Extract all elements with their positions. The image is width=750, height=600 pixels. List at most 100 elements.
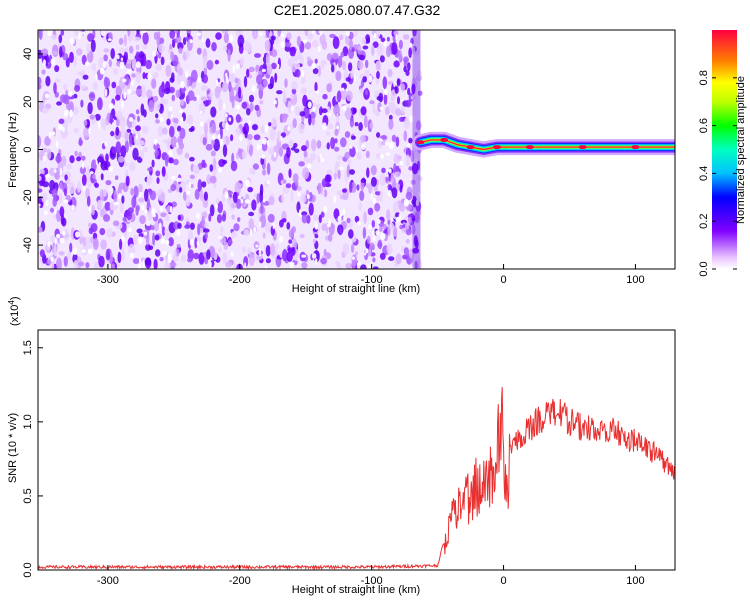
noise-blob [115,85,123,97]
noise-gap [319,153,322,159]
noise-blob [223,241,229,250]
noise-blob [298,122,305,134]
noise-blob [124,47,129,53]
noise-gap [169,206,173,214]
noise-blob [255,64,260,73]
noise-blob [374,90,379,99]
noise-blob [81,174,87,186]
noise-blob [155,119,160,124]
y-tick-label: 0.0 [22,562,34,577]
noise-gap [277,63,280,69]
noise-blob [379,252,386,260]
noise-blob [408,137,413,144]
noise-blob [50,34,58,40]
noise-blob [270,35,276,41]
noise-blob [63,228,70,241]
noise-blob [327,106,331,112]
noise-blob [394,171,401,177]
noise-blob [158,43,165,54]
noise-blob [222,159,228,165]
noise-blob [142,32,149,45]
noise-blob [300,195,307,203]
noise-blob [200,96,207,102]
noise-gap [291,106,294,112]
noise-blob [259,100,264,105]
noise-blob [242,246,246,253]
noise-gap [349,145,353,149]
noise-blob [108,32,113,39]
noise-blob [63,256,68,267]
noise-blob [194,188,200,200]
noise-blob [360,134,366,143]
noise-blob [398,39,403,50]
noise-blob [282,179,287,184]
noise-blob [126,128,132,133]
noise-blob [131,196,137,209]
noise-blob [189,222,195,230]
noise-blob [316,103,321,109]
noise-blob [360,106,367,116]
noise-blob [192,164,199,174]
noise-blob [196,47,202,55]
noise-blob [137,156,143,163]
colorbar-tick-label: 0.8 [698,70,710,85]
noise-blob [151,159,155,168]
noise-blob [177,222,182,229]
noise-gap [262,198,266,203]
noise-blob [336,90,342,103]
noise-blob [303,150,308,159]
noise-gap [302,39,308,44]
noise-blob [111,263,116,269]
noise-blob [122,216,128,223]
noise-gap [370,192,373,200]
noise-blob [143,146,148,153]
noise-gap [245,179,251,187]
noise-blob [55,155,62,163]
noise-blob [74,30,79,36]
noise-blob [120,127,126,138]
noise-blob [259,184,264,196]
noise-blob [376,43,384,57]
noise-blob [97,97,103,111]
noise-blob [203,228,210,233]
noise-blob [344,151,351,159]
noise-gap [317,46,321,53]
noise-blob [158,85,165,98]
noise-blob [342,243,350,255]
noise-gap [129,252,135,258]
noise-gap [259,221,262,227]
noise-blob [187,90,195,101]
noise-blob [408,47,413,59]
noise-blob [169,262,177,267]
noise-blob [253,134,261,141]
noise-gap [235,62,240,70]
noise-blob [317,65,322,77]
noise-blob [376,195,381,202]
noise-blob [103,48,110,53]
noise-blob [362,76,368,83]
noise-blob [282,249,288,262]
noise-gap [333,195,337,204]
bottom-x-axis-label: Height of straight line (km) [292,584,420,596]
noise-blob [294,106,301,116]
noise-blob [139,215,146,225]
signal-hotspot [440,137,449,142]
noise-gap [45,200,49,207]
noise-blob [304,30,309,37]
noise-blob [119,48,126,53]
y-tick-label: 40 [22,48,34,60]
noise-gap [240,198,244,204]
noise-blob [50,207,54,213]
noise-blob [291,226,297,234]
noise-gap [307,101,312,109]
noise-blob [221,30,229,34]
noise-gap [83,186,86,192]
noise-gap [47,30,53,37]
noise-blob [90,39,96,53]
noise-blob [344,131,351,138]
noise-blob [87,33,94,42]
noise-blob [287,58,294,67]
noise-blob [221,213,227,222]
noise-gap [38,203,41,207]
noise-blob [168,86,175,94]
